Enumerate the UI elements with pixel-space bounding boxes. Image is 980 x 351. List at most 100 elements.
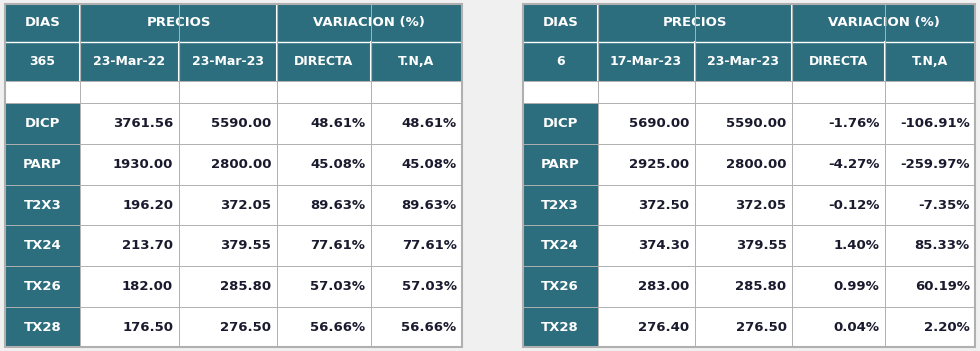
Bar — [792, 225, 885, 266]
Bar — [277, 144, 370, 185]
Bar — [5, 185, 80, 225]
Text: 372.50: 372.50 — [638, 199, 689, 212]
Bar — [885, 42, 975, 81]
Bar — [178, 42, 277, 81]
Text: T2X3: T2X3 — [24, 199, 62, 212]
Bar — [695, 266, 792, 307]
Text: 2.20%: 2.20% — [924, 320, 969, 334]
Text: TX24: TX24 — [541, 239, 579, 252]
Bar — [695, 103, 792, 144]
Text: DICP: DICP — [24, 117, 61, 130]
Bar — [80, 225, 178, 266]
Text: -106.91%: -106.91% — [900, 117, 969, 130]
Bar — [885, 144, 975, 185]
Bar — [885, 103, 975, 144]
Text: -259.97%: -259.97% — [901, 158, 969, 171]
Bar — [598, 225, 695, 266]
Bar — [598, 266, 695, 307]
Bar — [695, 144, 792, 185]
Text: 23-Mar-23: 23-Mar-23 — [192, 55, 264, 68]
Text: 372.05: 372.05 — [736, 199, 787, 212]
Bar — [523, 185, 598, 225]
Bar — [523, 144, 598, 185]
Text: 89.63%: 89.63% — [402, 199, 457, 212]
Bar — [80, 42, 178, 81]
Bar — [792, 144, 885, 185]
Text: -0.12%: -0.12% — [828, 199, 879, 212]
Bar — [5, 81, 462, 103]
Bar — [277, 266, 370, 307]
Text: 285.80: 285.80 — [735, 280, 787, 293]
Text: PRECIOS: PRECIOS — [662, 16, 727, 29]
Bar — [523, 307, 598, 347]
Text: 379.55: 379.55 — [736, 239, 787, 252]
Bar — [885, 185, 975, 225]
Text: 3761.56: 3761.56 — [113, 117, 173, 130]
Text: 1.40%: 1.40% — [833, 239, 879, 252]
Text: DICP: DICP — [543, 117, 578, 130]
Text: DIAS: DIAS — [24, 16, 61, 29]
Text: T2X3: T2X3 — [541, 199, 579, 212]
Text: DIAS: DIAS — [542, 16, 578, 29]
Text: 5590.00: 5590.00 — [726, 117, 787, 130]
Text: 57.03%: 57.03% — [402, 280, 457, 293]
Text: 57.03%: 57.03% — [310, 280, 366, 293]
Text: 379.55: 379.55 — [220, 239, 271, 252]
Text: 85.33%: 85.33% — [914, 239, 969, 252]
Text: 276.50: 276.50 — [220, 320, 271, 334]
Bar — [523, 4, 598, 42]
Text: T.N,A: T.N,A — [398, 55, 434, 68]
Bar — [5, 225, 80, 266]
Bar — [885, 307, 975, 347]
Text: 77.61%: 77.61% — [402, 239, 457, 252]
Text: 276.40: 276.40 — [638, 320, 689, 334]
Text: TX24: TX24 — [24, 239, 62, 252]
Bar — [523, 81, 975, 103]
Text: VARIACION (%): VARIACION (%) — [827, 16, 940, 29]
Bar — [792, 266, 885, 307]
Text: 48.61%: 48.61% — [310, 117, 366, 130]
Bar — [370, 266, 462, 307]
Bar — [80, 103, 178, 144]
Bar — [277, 4, 462, 42]
Bar — [178, 144, 277, 185]
Bar — [277, 225, 370, 266]
Text: -7.35%: -7.35% — [918, 199, 969, 212]
Bar — [277, 307, 370, 347]
Bar — [370, 144, 462, 185]
Text: DIRECTA: DIRECTA — [294, 55, 354, 68]
Text: 196.20: 196.20 — [122, 199, 173, 212]
Text: DIRECTA: DIRECTA — [808, 55, 868, 68]
Text: 5590.00: 5590.00 — [211, 117, 271, 130]
Bar — [598, 103, 695, 144]
Bar — [80, 185, 178, 225]
Bar — [5, 4, 80, 42]
Bar — [792, 42, 885, 81]
Text: 23-Mar-22: 23-Mar-22 — [93, 55, 166, 68]
Text: 45.08%: 45.08% — [310, 158, 366, 171]
Text: 45.08%: 45.08% — [402, 158, 457, 171]
Text: 283.00: 283.00 — [638, 280, 689, 293]
Bar — [370, 185, 462, 225]
Text: PARP: PARP — [541, 158, 579, 171]
Bar — [598, 185, 695, 225]
Text: 176.50: 176.50 — [122, 320, 173, 334]
Text: PRECIOS: PRECIOS — [146, 16, 211, 29]
Bar — [277, 185, 370, 225]
Text: 2800.00: 2800.00 — [211, 158, 271, 171]
Bar — [80, 144, 178, 185]
Bar — [80, 307, 178, 347]
Text: 213.70: 213.70 — [122, 239, 173, 252]
Text: 23-Mar-23: 23-Mar-23 — [708, 55, 779, 68]
Text: 6: 6 — [556, 55, 564, 68]
Text: 5690.00: 5690.00 — [629, 117, 689, 130]
Bar — [178, 225, 277, 266]
Bar — [80, 4, 277, 42]
Text: 89.63%: 89.63% — [310, 199, 366, 212]
Text: 17-Mar-23: 17-Mar-23 — [611, 55, 682, 68]
Bar — [885, 225, 975, 266]
Text: VARIACION (%): VARIACION (%) — [314, 16, 425, 29]
Bar — [885, 266, 975, 307]
Bar — [370, 103, 462, 144]
Bar — [695, 185, 792, 225]
